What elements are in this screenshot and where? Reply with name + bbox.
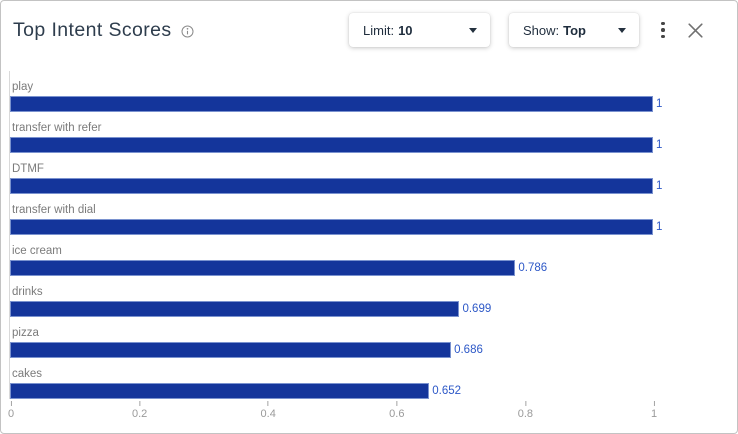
bar-value-label: 1	[656, 221, 663, 233]
bar-row: cakes 0.652	[10, 358, 737, 399]
x-axis-tick-mark	[524, 401, 526, 406]
bar-track: 0.652	[10, 383, 737, 399]
bar[interactable]	[10, 383, 430, 399]
bar-category-label: drinks	[12, 286, 43, 298]
bar[interactable]	[10, 178, 653, 194]
bar-row: DTMF 1	[10, 153, 737, 194]
bar-value-label: 0.686	[454, 344, 483, 356]
header-controls: Limit: 10 Show: Top	[349, 13, 707, 47]
info-icon[interactable]	[181, 25, 194, 38]
x-axis-tick-label: 1	[650, 408, 658, 420]
widget-header: Top Intent Scores Limit: 10 Show: Top	[1, 1, 737, 59]
x-axis-tick-label: 0.4	[260, 408, 276, 420]
x-axis-tick-mark	[10, 401, 12, 406]
x-axis-tick: 1	[651, 401, 657, 420]
show-dropdown[interactable]: Show: Top	[509, 13, 639, 47]
x-axis-tick-label: 0.2	[131, 408, 148, 420]
x-axis-tick: 0	[8, 401, 14, 420]
bar-value-label: 1	[656, 180, 663, 192]
bar-category-label: play	[12, 81, 34, 93]
bar-row: transfer with dial 1	[10, 194, 737, 235]
show-dropdown-text: Show: Top	[523, 23, 586, 38]
bar-track: 0.686	[10, 342, 737, 358]
bar-track: 1	[10, 137, 737, 153]
page-title: Top Intent Scores	[13, 18, 172, 41]
close-icon	[687, 22, 703, 38]
bar-row: drinks 0.699	[10, 276, 737, 317]
x-axis-tick-label: 0	[7, 408, 15, 420]
limit-dropdown[interactable]: Limit: 10	[349, 13, 490, 47]
close-button[interactable]	[683, 16, 707, 44]
bar-value-label: 0.699	[462, 303, 492, 315]
bar-chart: play 1 transfer with refer 1 DTMF 1 transfer w…	[9, 71, 737, 399]
bar-track: 1	[10, 178, 737, 194]
bar-category-label: pizza	[12, 327, 39, 339]
bar[interactable]	[10, 96, 653, 112]
bar[interactable]	[10, 260, 516, 276]
bar-row: pizza 0.686	[10, 317, 737, 358]
limit-label: Limit:	[363, 22, 395, 38]
x-axis-tick: 0.8	[518, 401, 533, 420]
bar-value-label: 1	[656, 98, 663, 110]
bar-track: 1	[10, 219, 737, 235]
bar-value-label: 0.652	[432, 385, 462, 397]
more-options-button[interactable]	[651, 16, 675, 44]
x-axis-tick-mark	[396, 401, 398, 406]
bar-category-label: transfer with dial	[12, 204, 96, 216]
show-value: Top	[563, 22, 586, 38]
x-axis-tick-mark	[653, 401, 655, 406]
limit-dropdown-text: Limit: 10	[363, 23, 413, 38]
bar[interactable]	[10, 301, 460, 317]
limit-value: 10	[398, 22, 413, 38]
bar-row: ice cream 0.786	[10, 235, 737, 276]
bar-track: 0.699	[10, 301, 737, 317]
bar[interactable]	[10, 219, 653, 235]
bar-row: play 1	[10, 71, 737, 112]
plot-area: play 1 transfer with refer 1 DTMF 1 transfer w…	[10, 71, 737, 399]
show-label: Show:	[523, 22, 560, 38]
bar-category-label: cakes	[12, 368, 43, 380]
bar-category-label: transfer with refer	[12, 122, 102, 134]
x-axis: 0 0.2 0.4 0.6 0.8 1	[8, 401, 737, 425]
bar-value-label: 1	[656, 139, 663, 151]
x-axis-tick-mark	[139, 401, 141, 406]
bar-track: 0.786	[10, 260, 737, 276]
x-axis-tick: 0.4	[261, 401, 276, 420]
bar-track: 1	[10, 96, 737, 112]
x-axis-tick-label: 0.8	[517, 408, 534, 420]
x-axis-tick: 0.2	[132, 401, 147, 420]
bar[interactable]	[10, 137, 653, 153]
bar-value-label: 0.786	[518, 262, 548, 274]
bar[interactable]	[10, 342, 452, 358]
caret-down-icon	[469, 27, 477, 33]
kebab-menu-icon	[661, 20, 665, 40]
x-axis-tick-mark	[267, 401, 269, 406]
x-axis-tick-label: 0.6	[389, 408, 405, 420]
caret-down-icon	[618, 27, 626, 33]
bar-row: transfer with refer 1	[10, 112, 737, 153]
x-axis-tick: 0.6	[389, 401, 404, 420]
bar-category-label: DTMF	[12, 163, 44, 175]
bar-category-label: ice cream	[12, 245, 62, 257]
